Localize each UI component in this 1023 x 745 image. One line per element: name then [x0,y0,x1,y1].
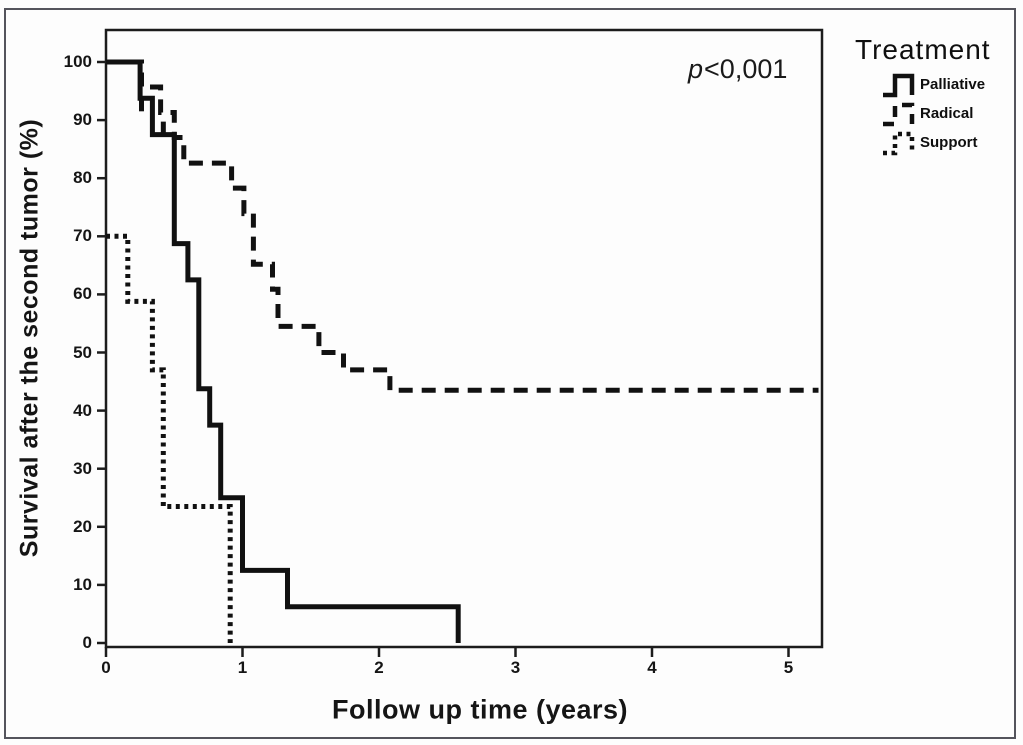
x-tick-label: 5 [783,658,794,677]
legend-label-support: Support [920,134,978,151]
y-tick-label: 80 [73,168,92,188]
x-tick-label: 3 [510,658,521,677]
series-support [106,233,233,643]
solid-step-line-icon [883,73,915,97]
x-tick-label: 4 [647,658,657,677]
dotted-step-line-icon [883,131,915,155]
legend-title: Treatment [855,34,991,65]
x-tick-label: 1 [237,658,248,677]
p-value-text: <0,001 [704,54,788,84]
y-tick-label: 70 [73,226,92,246]
y-tick-label: 90 [73,110,92,130]
y-tick-label: 20 [73,516,92,536]
legend-item-support: Support [855,128,1021,157]
y-tick-label: 30 [73,458,92,478]
dashed-step-line-icon [883,102,915,126]
p-symbol: p [688,54,704,84]
series-palliative [106,59,461,643]
y-tick-label: 60 [73,284,92,304]
p-value-annotation: p<0,001 [688,54,787,85]
x-tick-label: 0 [101,658,111,677]
legend: Treatment Palliative Radical Support [855,34,1021,157]
x-axis-title: Follow up time (years) [331,694,629,725]
y-tick-label: 10 [73,574,92,594]
legend-label-radical: Radical [920,105,974,122]
y-tick-label: 100 [63,52,92,71]
legend-item-palliative: Palliative [855,70,1021,99]
y-axis-title: Survival after the second tumor (%) [15,118,44,558]
legend-item-radical: Radical [855,99,1021,128]
y-tick-label: 50 [73,342,92,362]
plot-frame [104,28,824,649]
x-tick-label: 2 [374,658,384,677]
series-radical [106,59,819,393]
y-tick-label: 40 [73,400,92,420]
y-tick-label: 0 [82,633,92,652]
legend-label-palliative: Palliative [920,76,986,93]
